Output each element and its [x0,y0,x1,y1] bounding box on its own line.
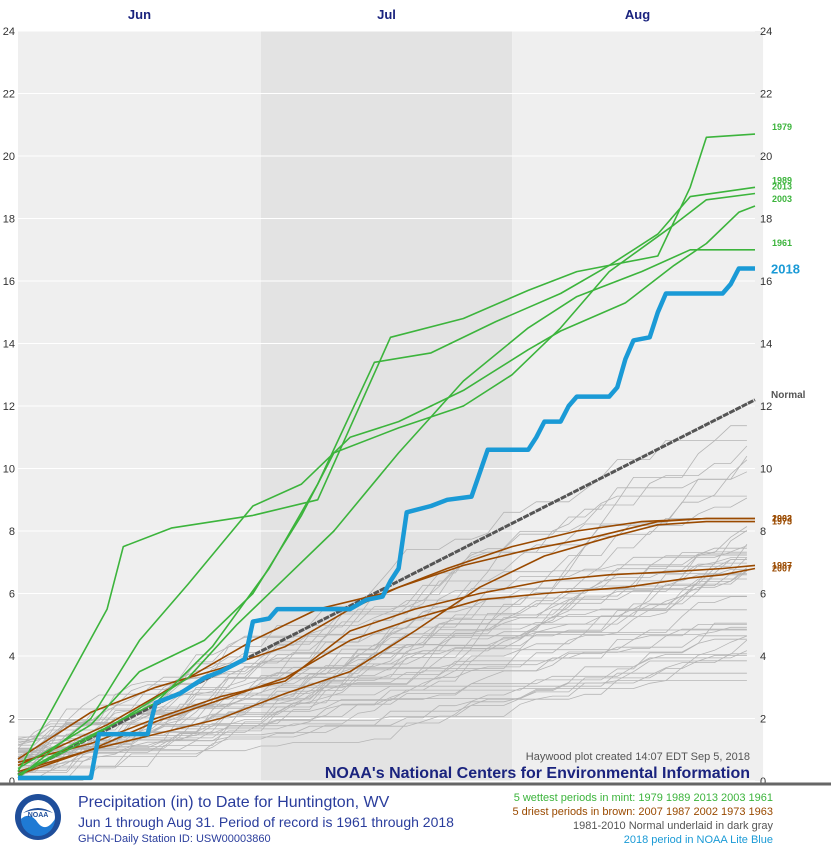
org-text: NOAA's National Centers for Environmenta… [325,765,750,782]
y-tick-right: 16 [760,276,772,288]
background-year-line [18,554,747,738]
background-year-line [17,573,747,746]
y-tick-left: 8 [9,526,15,538]
chart-title: Precipitation (in) to Date for Huntingto… [78,794,390,811]
y-tick-left: 0 [9,776,15,788]
y-tick-right: 0 [760,776,766,788]
svg-text:NOAA: NOAA [28,812,49,819]
background-year-line [18,609,747,773]
background-year-line [17,551,747,749]
driest-label-2002: 2002 [772,514,792,524]
y-tick-left: 4 [9,651,15,663]
driest-line-1963 [17,517,755,760]
noaa-logo: NOAA [15,794,61,840]
y-tick-left: 20 [3,151,15,163]
background-year-line [18,530,748,781]
y-tick-left: 18 [3,214,15,226]
wettest-label-1989: 1989 [772,175,792,185]
y-tick-right: 14 [760,339,772,351]
station-id: GHCN-Daily Station ID: USW00003860 [78,833,271,845]
month-bands: Jun Jul Aug [18,7,764,781]
y-tick-right: 4 [760,651,766,663]
y-tick-right: 12 [760,401,772,413]
driest-label-2007: 2007 [772,564,792,574]
wettest-line-1989 [17,186,756,776]
y-tick-left: 12 [3,401,15,413]
month-label: Jun [128,7,151,22]
background-year-line [17,629,747,746]
month-label: Jul [377,7,396,22]
background-year-line [17,680,747,761]
y-tick-right: 2 [760,714,766,726]
wettest-label-1961: 1961 [772,238,792,248]
wettest-label-1979: 1979 [772,122,792,132]
current-year-label: 2018 [771,262,800,277]
background-year-line [18,495,747,773]
driest-series [17,517,756,776]
y-tick-right: 22 [760,89,772,101]
y-tick-right: 6 [760,589,766,601]
y-tick-left: 22 [3,89,15,101]
y-tick-left: 24 [3,26,15,38]
normal-label: Normal [771,390,806,401]
y-tick-left: 10 [3,464,15,476]
background-year-line [18,439,747,758]
legend-driest: 5 driest periods in brown: 2007 1987 200… [512,806,773,818]
legend-normal: 1981-2010 Normal underlaid in dark gray [573,820,773,832]
driest-line-2007 [17,567,756,773]
y-tick-left: 6 [9,589,15,601]
background-year-line [18,635,747,766]
background-year-line [17,655,747,780]
credit-text: Haywood plot created 14:07 EDT Sep 5, 20… [526,751,750,763]
y-tick-left: 2 [9,714,15,726]
background-year-line [18,660,747,769]
y-tick-right: 20 [760,151,772,163]
driest-label-1963: 1963 [772,514,792,524]
current-year-series [18,266,755,781]
driest-line-1987 [17,564,756,764]
current-year-line [18,266,755,781]
driest-label-1973: 1973 [772,517,792,527]
background-years [17,425,748,781]
wettest-label-2013: 2013 [772,182,792,192]
y-tick-right: 18 [760,214,772,226]
legend-wettest: 5 wettest periods in mint: 1979 1989 201… [513,792,773,804]
wettest-label-2003: 2003 [772,194,792,204]
y-tick-right: 24 [760,26,772,38]
wettest-line-2013 [17,192,756,770]
chart-subtitle: Jun 1 through Aug 31. Period of record i… [78,814,454,830]
legend-current: 2018 period in NOAA Lite Blue [623,834,773,846]
driest-label-1987: 1987 [772,560,792,570]
background-year-line [17,639,748,759]
background-year-line [18,567,748,758]
y-tick-right: 8 [760,526,766,538]
driest-line-1973 [17,520,755,776]
footer: NOAA Precipitation (in) to Date for Hunt… [0,788,831,855]
y-tick-left: 16 [3,276,15,288]
wettest-line-1961 [17,249,755,776]
background-year-line [17,624,747,758]
y-tick-right: 10 [760,464,772,476]
wettest-line-1979 [17,133,756,772]
background-year-line [18,622,747,755]
y-tick-left: 14 [3,339,15,351]
wettest-series [17,133,756,779]
month-label: Aug [625,7,650,22]
wettest-line-2003 [17,205,756,779]
